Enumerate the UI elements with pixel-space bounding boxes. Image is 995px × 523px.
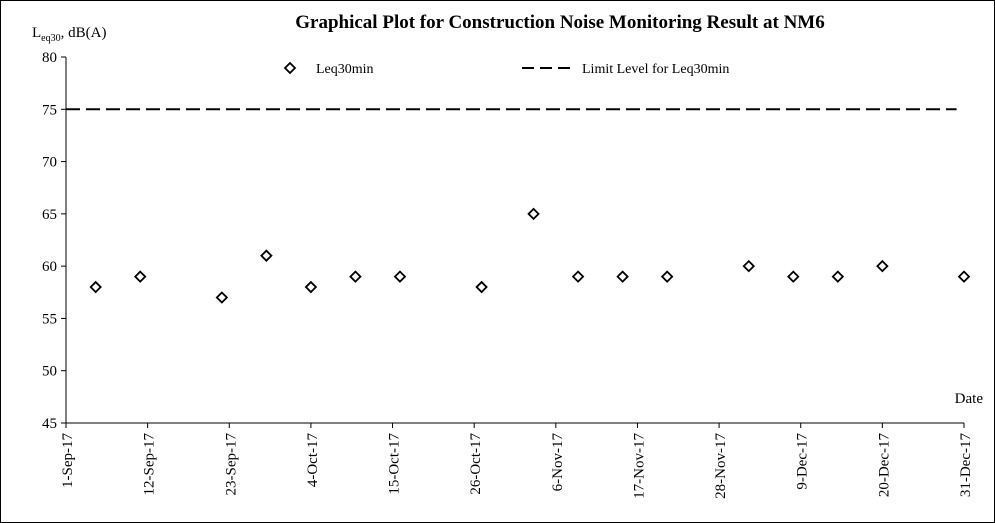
data-point (660, 270, 674, 283)
data-point (393, 270, 407, 283)
legend-label-limit: Limit Level for Leq30min (582, 62, 729, 77)
data-point (260, 249, 273, 262)
legend-label-leq30min: Leq30min (316, 62, 374, 77)
x-tick-label: 6-Nov-17 (550, 433, 566, 492)
data-point (616, 270, 629, 283)
y-tick-label: 45 (42, 416, 57, 432)
x-tick-label: 15-Oct-17 (387, 433, 403, 495)
axes (65, 57, 964, 424)
x-tick-label: 20-Dec-17 (876, 433, 892, 498)
data-point (571, 270, 585, 283)
y-tick-label: 70 (42, 155, 57, 171)
x-tick-label: 28-Nov-17 (713, 433, 729, 499)
data-point (957, 270, 971, 283)
x-tick-label: 4-Oct-17 (305, 433, 321, 488)
y-tick-label: 50 (42, 364, 57, 380)
data-point (831, 270, 845, 283)
legend-marker-diamond (283, 61, 297, 75)
x-tick-label: 26-Oct-17 (468, 433, 484, 495)
data-point (304, 280, 318, 294)
data-points (89, 207, 971, 304)
y-tick-label: 75 (42, 102, 57, 118)
y-axis-label-sub: eq30 (41, 33, 60, 44)
x-tick-label: 12-Sep-17 (142, 433, 158, 496)
data-point (133, 270, 147, 283)
data-point (527, 207, 540, 221)
x-tick-label: 1-Sep-17 (60, 433, 76, 488)
data-point (475, 280, 488, 294)
x-tick-label: 31-Dec-17 (958, 433, 974, 498)
chart-title: Graphical Plot for Construction Noise Mo… (295, 12, 825, 33)
y-tick-label: 60 (42, 259, 57, 275)
x-tick-label: 23-Sep-17 (223, 433, 239, 496)
y-axis-label-unit: , dB(A) (61, 25, 107, 41)
data-point (215, 291, 229, 304)
y-tick-label: 65 (42, 207, 57, 223)
x-tick-label: 9-Dec-17 (795, 433, 811, 490)
data-point (349, 270, 362, 283)
y-tick-label: 80 (42, 50, 57, 66)
data-point (89, 280, 102, 294)
y-axis-label-main: L (32, 25, 41, 41)
y-axis-label: Leq30, dB(A) (32, 25, 106, 44)
y-ticks: 45 50 55 60 65 70 75 80 (42, 50, 66, 432)
y-tick-label: 55 (42, 311, 57, 327)
data-point (742, 259, 756, 273)
legend: Leq30min Limit Level for Leq30min (283, 61, 729, 77)
data-point (787, 270, 800, 283)
data-point (876, 259, 889, 273)
x-ticks: 1-Sep-17 12-Sep-17 23-Sep-17 4-Oct-17 15-Oct… (60, 423, 974, 499)
x-axis-label: Date (955, 391, 984, 407)
x-tick-label: 17-Nov-17 (631, 433, 647, 499)
